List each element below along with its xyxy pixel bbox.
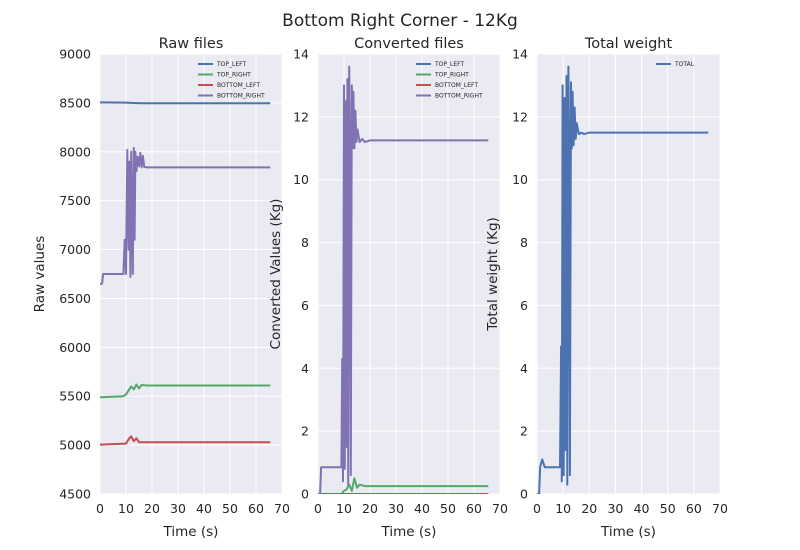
x-tick-label: 10 — [336, 501, 352, 516]
y-tick-label: 6500 — [59, 291, 91, 306]
series-line-top-left — [100, 101, 271, 105]
y-tick-label: 6000 — [59, 340, 91, 355]
axes-background — [100, 54, 282, 494]
legend: TOP_LEFT TOP_RIGHT BOTTOM_LEFT BOTTOM_RIGHT — [198, 61, 265, 100]
panel-title: Converted files — [354, 36, 464, 52]
y-tick-label: 5000 — [59, 438, 91, 453]
y-tick-label: 4500 — [59, 487, 91, 502]
legend-label: BOTTOM_LEFT — [435, 82, 478, 89]
legend-label: TOP_LEFT — [434, 61, 464, 68]
x-tick-label: 70 — [492, 501, 508, 516]
y-tick-label: 0 — [520, 487, 528, 502]
x-tick-label: 0 — [533, 501, 541, 516]
series-line-bottom-right — [318, 65, 489, 494]
y-tick-label: 10 — [512, 172, 528, 187]
series-line-bottom-left — [100, 435, 271, 446]
x-tick-label: 70 — [274, 501, 290, 516]
y-tick-label: 8 — [520, 235, 528, 250]
x-axis-label: Time (s) — [163, 524, 219, 540]
series-line-total — [537, 65, 709, 494]
panel-1: 0 10 20 30 40 50 60 70 4500 5000 5500 6000 6500 7000 7… — [32, 36, 290, 540]
series-line-top-right — [318, 477, 489, 494]
x-tick-label: 30 — [388, 501, 404, 516]
x-axis-label: Time (s) — [600, 524, 656, 540]
x-tick-label: 50 — [440, 501, 456, 516]
x-tick-label: 0 — [96, 501, 104, 516]
legend-label: BOTTOM_LEFT — [217, 82, 260, 89]
y-tick-label: 8000 — [59, 144, 91, 159]
legend: TOTAL — [656, 61, 695, 68]
y-tick-label: 12 — [293, 109, 309, 124]
x-tick-label: 10 — [118, 501, 134, 516]
y-tick-label: 10 — [293, 172, 309, 187]
x-tick-label: 60 — [466, 501, 482, 516]
y-tick-label: 2 — [520, 424, 528, 439]
y-tick-label: 6 — [301, 298, 309, 313]
x-tick-label: 20 — [581, 501, 597, 516]
x-tick-label: 50 — [660, 501, 676, 516]
panel-2: 0 10 20 30 40 50 60 70 0 2 4 6 8 10 12 14 Converted file… — [268, 36, 508, 540]
x-tick-label: 60 — [248, 501, 264, 516]
legend-label: TOP_LEFT — [216, 61, 246, 68]
legend-label: BOTTOM_RIGHT — [217, 93, 265, 100]
y-tick-label: 8 — [301, 235, 309, 250]
legend-label: TOP_RIGHT — [216, 72, 251, 79]
y-tick-label: 7000 — [59, 242, 91, 257]
x-tick-label: 40 — [414, 501, 430, 516]
legend-label: TOP_RIGHT — [434, 72, 469, 79]
x-tick-label: 50 — [222, 501, 238, 516]
series-lines — [537, 65, 709, 494]
x-tick-label: 0 — [314, 501, 322, 516]
legend: TOP_LEFT TOP_RIGHT BOTTOM_LEFT BOTTOM_RIGHT — [416, 61, 483, 100]
legend-label: BOTTOM_RIGHT — [435, 93, 483, 100]
panel-3: 0 10 20 30 40 50 60 70 0 2 4 6 8 10 12 14 Total weight Ti… — [485, 36, 728, 540]
x-tick-label: 10 — [555, 501, 571, 516]
legend-label: TOTAL — [674, 61, 695, 68]
x-tick-label: 20 — [144, 501, 160, 516]
x-tick-label: 30 — [607, 501, 623, 516]
x-tick-label: 60 — [686, 501, 702, 516]
y-tick-label: 8500 — [59, 95, 91, 110]
y-tick-label: 14 — [293, 47, 309, 62]
chart-panels: 0 10 20 30 40 50 60 704500500055006000650070007… — [32, 36, 728, 540]
y-tick-label: 4 — [301, 361, 309, 376]
series-line-bottom-right — [100, 146, 271, 285]
y-axis-label: Total weight (Kg) — [485, 217, 501, 332]
y-tick-label: 5500 — [59, 389, 91, 404]
y-tick-label: 6 — [520, 298, 528, 313]
y-tick-label: 7500 — [59, 193, 91, 208]
series-lines — [100, 101, 271, 446]
series-line-top-right — [100, 383, 271, 399]
panel-title: Total weight — [584, 36, 673, 52]
x-tick-label: 40 — [196, 501, 212, 516]
y-tick-label: 4 — [520, 361, 528, 376]
x-tick-label: 30 — [170, 501, 186, 516]
y-axis-label: Converted Values (Kg) — [268, 199, 284, 350]
x-tick-label: 20 — [362, 501, 378, 516]
x-tick-label: 40 — [634, 501, 650, 516]
x-axis-label: Time (s) — [381, 524, 437, 540]
y-tick-label: 0 — [301, 487, 309, 502]
figure-suptitle: Bottom Right Corner - 12Kg — [282, 11, 518, 31]
y-tick-label: 14 — [512, 47, 528, 62]
y-axis-label: Raw values — [32, 236, 48, 313]
panel-title: Raw files — [159, 36, 224, 52]
x-tick-label: 70 — [712, 501, 728, 516]
y-tick-label: 2 — [301, 424, 309, 439]
series-lines — [318, 65, 489, 494]
y-tick-label: 9000 — [59, 47, 91, 62]
y-tick-label: 12 — [512, 109, 528, 124]
